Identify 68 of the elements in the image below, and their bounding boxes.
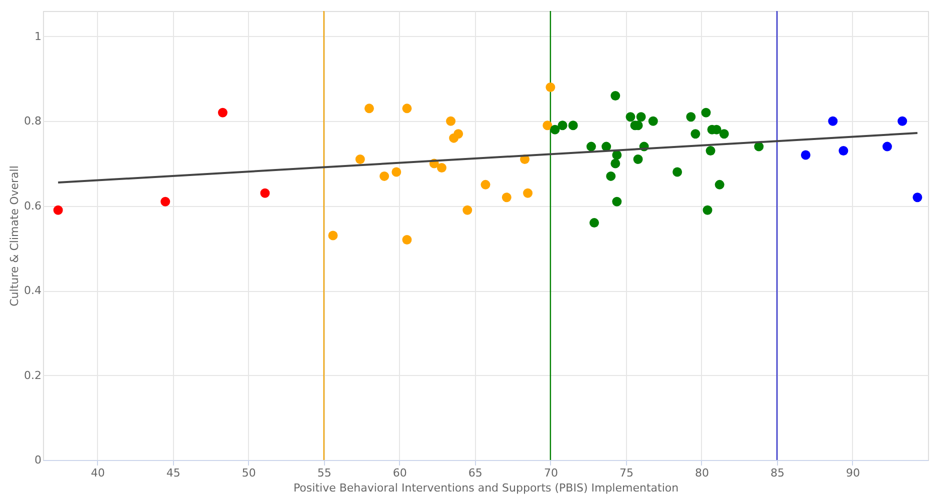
y-tick-label: 0 <box>34 454 42 466</box>
point <box>800 150 810 160</box>
point <box>392 167 402 177</box>
y-tick-label: 0.8 <box>24 114 42 128</box>
point <box>380 171 390 181</box>
point <box>480 180 490 190</box>
y-tick-label: 0.6 <box>24 199 42 212</box>
point <box>328 230 338 240</box>
point <box>672 167 682 177</box>
point <box>558 120 568 130</box>
point <box>714 180 724 190</box>
point <box>550 124 560 134</box>
point <box>648 116 658 126</box>
x-tick-label: 75 <box>619 466 634 480</box>
point <box>719 129 729 139</box>
point <box>898 116 908 126</box>
point <box>402 235 412 244</box>
point <box>636 112 646 122</box>
x-tick-label: 50 <box>242 466 256 480</box>
point <box>523 188 533 198</box>
point <box>706 146 716 156</box>
y-tick-label: 1 <box>34 30 42 43</box>
x-tick-label: 65 <box>468 466 482 480</box>
point <box>702 205 712 215</box>
y-axis-title: Culture & Climate Overall <box>8 166 22 306</box>
point <box>690 129 700 139</box>
point <box>882 142 892 152</box>
point <box>589 218 599 228</box>
y-tick-label: 0.2 <box>24 368 42 382</box>
point <box>502 192 512 202</box>
point <box>754 142 764 152</box>
point <box>838 146 848 156</box>
point <box>586 142 596 152</box>
point <box>542 120 552 130</box>
point <box>436 162 446 172</box>
x-tick-label: 70 <box>544 466 558 480</box>
point <box>626 112 636 122</box>
point <box>260 188 270 198</box>
x-tick-label: 40 <box>90 466 105 480</box>
point <box>546 82 556 92</box>
point <box>610 90 620 100</box>
y-tick-label: 0.4 <box>24 284 42 298</box>
point <box>218 108 228 118</box>
point <box>568 120 578 130</box>
x-axis-title: Positive Behavioral Interventions and Supports (PBIS) Implementation <box>293 482 679 494</box>
point <box>462 205 472 215</box>
point <box>364 104 374 114</box>
x-tick-label: 45 <box>166 466 180 480</box>
point <box>454 129 464 139</box>
point <box>606 171 616 181</box>
point <box>160 196 170 206</box>
x-tick-label: 85 <box>770 466 784 480</box>
point <box>612 196 622 206</box>
point <box>355 154 365 164</box>
point <box>633 154 643 164</box>
point <box>828 116 838 126</box>
point <box>912 192 922 202</box>
point <box>686 112 696 122</box>
x-tick-label: 60 <box>392 466 407 480</box>
point <box>610 158 620 168</box>
point <box>701 108 711 118</box>
point <box>612 150 622 160</box>
point <box>53 205 63 215</box>
x-tick-label: 90 <box>846 466 860 480</box>
point <box>446 116 456 126</box>
point <box>402 104 412 114</box>
x-tick-label: 55 <box>317 466 332 480</box>
x-tick-label: 80 <box>694 466 709 480</box>
